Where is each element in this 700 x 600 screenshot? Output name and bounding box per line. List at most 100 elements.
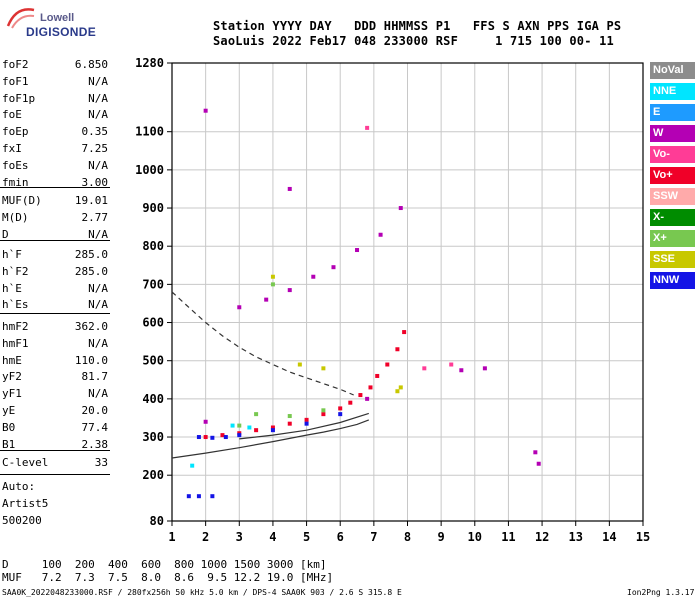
x-tick-label: 11	[501, 530, 515, 544]
auto-scaling-line: 500200	[2, 514, 42, 527]
logo-wave-icon	[6, 8, 35, 29]
echo-point	[304, 417, 309, 422]
param-label: h`Es	[2, 298, 29, 312]
y-tick-label: 500	[142, 354, 164, 368]
legend-item-nnw: NNW	[650, 272, 695, 289]
param-fof2: foF2 6.850	[2, 58, 108, 74]
param-label: fmin	[2, 175, 29, 189]
param-hmf2: hmF2 362.0	[2, 320, 108, 336]
echo-point	[210, 494, 215, 499]
panel-separator	[0, 240, 110, 241]
x-tick-label: 1	[168, 530, 175, 544]
param-value: 0.35	[81, 125, 109, 139]
legend-item-xplus: X+	[650, 230, 695, 247]
param-value: N/A	[88, 281, 108, 295]
panel-separator	[0, 313, 110, 314]
param-hmf1: hmF1 N/A	[2, 337, 108, 353]
x-tick-label: 7	[370, 530, 377, 544]
param-label: foEs	[2, 158, 29, 172]
y-tick-label: 1100	[135, 125, 164, 139]
echo-point	[482, 366, 487, 371]
echo-point	[237, 305, 242, 310]
echo-point	[270, 282, 275, 287]
param-value: 3.00	[81, 175, 109, 189]
echo-point	[348, 400, 353, 405]
param-label: hmF2	[2, 320, 29, 333]
param-value: N/A	[88, 91, 108, 105]
x-tick-label: 13	[568, 530, 582, 544]
param-yf1: yF1 N/A	[2, 387, 108, 403]
param-value: N/A	[88, 108, 108, 122]
auto-scaling-line: Auto:	[2, 480, 36, 493]
echo-point	[355, 248, 360, 253]
profile-curve	[171, 419, 370, 459]
muf-row: MUF 7.2 7.3 7.5 8.0 8.6 9.5 12.2 19.0 [M…	[2, 571, 334, 584]
param-label: foF1p	[2, 91, 36, 105]
param-label: yF1	[2, 387, 22, 401]
param-value: 285.0	[74, 248, 108, 261]
echo-point	[203, 108, 208, 113]
param-yf2: yF2 81.7	[2, 370, 108, 386]
mid-point-curve	[171, 291, 354, 396]
param-label: foF2	[2, 58, 29, 71]
param-label: yF2	[2, 370, 22, 384]
param-label: MUF(D)	[2, 194, 42, 207]
param-value: 81.7	[81, 370, 109, 384]
echo-point	[385, 362, 390, 367]
echo-point	[190, 463, 195, 468]
echo-point	[220, 433, 225, 438]
param-clevel: C-level 33	[2, 456, 108, 472]
echo-point	[338, 412, 343, 417]
x-tick-label: 9	[438, 530, 445, 544]
param-label: foEp	[2, 125, 29, 139]
param-b0: B0 77.4	[2, 421, 108, 437]
x-tick-label: 6	[337, 530, 344, 544]
param-fmin: fmin 3.00	[2, 176, 108, 192]
echo-point	[338, 406, 343, 411]
param-label: hmF1	[2, 336, 29, 350]
echo-point	[375, 373, 380, 378]
x-tick-label: 2	[202, 530, 209, 544]
param-label: B1	[2, 437, 16, 451]
param-label: h`E	[2, 281, 22, 295]
param-label: D	[2, 227, 9, 241]
param-label: h`F2	[2, 264, 29, 278]
echo-point	[196, 494, 201, 499]
y-tick-label: 300	[142, 430, 164, 444]
x-tick-label: 5	[303, 530, 310, 544]
param-label: C-level	[2, 456, 49, 469]
echo-point	[304, 421, 309, 426]
echo-point	[311, 274, 316, 279]
param-label: M(D)	[2, 210, 29, 224]
x-tick-label: 8	[404, 530, 411, 544]
echo-point	[247, 425, 252, 430]
echo-point	[270, 428, 275, 433]
param-value: 33	[94, 456, 108, 469]
echo-point	[449, 362, 454, 367]
x-tick-label: 3	[236, 530, 243, 544]
legend-item-w: W	[650, 125, 695, 142]
echo-point	[237, 433, 242, 438]
param-fof1: foF1 N/A	[2, 75, 108, 91]
param-label: B0	[2, 420, 16, 434]
param-fof1p: foF1p N/A	[2, 92, 108, 108]
echo-point	[536, 461, 541, 466]
param-value: 20.0	[81, 404, 109, 417]
header-labels: Station YYYY DAY DDD HHMMSS P1 FFS S AXN…	[213, 19, 622, 33]
logo-line2: DIGISONDE	[26, 25, 97, 39]
echo-point	[402, 330, 407, 335]
echo-point	[297, 362, 302, 367]
param-label: hmE	[2, 353, 22, 367]
param-foes: foEs N/A	[2, 159, 108, 175]
param-value: 19.01	[74, 194, 108, 207]
param-value: 77.4	[81, 420, 109, 434]
param-label: fxI	[2, 142, 22, 155]
x-tick-label: 12	[535, 530, 549, 544]
param-label: h`F	[2, 248, 22, 261]
param-value: 2.38	[81, 437, 109, 451]
panel-separator	[0, 474, 110, 475]
param-hf: h`F 285.0	[2, 248, 108, 264]
echo-point	[459, 368, 464, 373]
param-he: h`E N/A	[2, 282, 108, 298]
param-value: N/A	[88, 387, 108, 401]
